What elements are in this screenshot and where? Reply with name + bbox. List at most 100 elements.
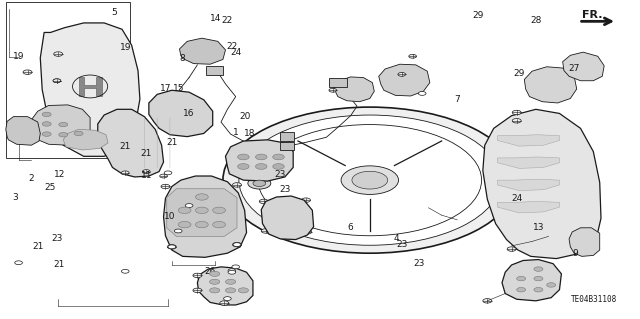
- Circle shape: [273, 164, 284, 169]
- Text: 17: 17: [160, 85, 172, 93]
- Text: FR.: FR.: [582, 10, 602, 20]
- Polygon shape: [502, 260, 561, 301]
- Circle shape: [228, 269, 236, 272]
- Circle shape: [223, 297, 231, 300]
- Circle shape: [193, 273, 202, 278]
- Text: 19: 19: [13, 52, 24, 61]
- Circle shape: [255, 154, 267, 160]
- Text: 7: 7: [454, 95, 460, 104]
- Polygon shape: [261, 196, 314, 240]
- Circle shape: [534, 276, 543, 281]
- Polygon shape: [334, 77, 374, 102]
- Text: 24: 24: [511, 194, 522, 203]
- Text: 24: 24: [230, 48, 241, 57]
- Text: 16: 16: [183, 109, 195, 118]
- Circle shape: [122, 171, 129, 175]
- Circle shape: [59, 132, 68, 137]
- Text: 22: 22: [227, 42, 237, 51]
- Text: 19: 19: [120, 43, 131, 52]
- Circle shape: [232, 242, 241, 247]
- Circle shape: [59, 122, 68, 127]
- Polygon shape: [569, 228, 600, 256]
- Circle shape: [161, 184, 170, 189]
- Circle shape: [209, 271, 220, 276]
- Polygon shape: [31, 105, 90, 145]
- Text: 27: 27: [568, 64, 580, 73]
- Circle shape: [419, 92, 426, 95]
- Circle shape: [212, 207, 225, 213]
- Circle shape: [228, 270, 236, 274]
- Text: 21: 21: [141, 149, 152, 158]
- Circle shape: [507, 247, 516, 251]
- Circle shape: [352, 171, 388, 189]
- Circle shape: [178, 221, 191, 228]
- Circle shape: [409, 54, 417, 58]
- Circle shape: [512, 110, 521, 115]
- Circle shape: [232, 265, 239, 269]
- Polygon shape: [497, 135, 559, 146]
- Circle shape: [53, 79, 61, 83]
- Circle shape: [122, 269, 129, 273]
- Circle shape: [168, 245, 176, 249]
- Polygon shape: [497, 201, 559, 213]
- Text: 4: 4: [394, 234, 399, 243]
- Polygon shape: [6, 117, 40, 145]
- FancyBboxPatch shape: [329, 78, 346, 87]
- Circle shape: [303, 230, 312, 234]
- Text: 23: 23: [396, 240, 408, 249]
- Circle shape: [512, 119, 521, 123]
- Circle shape: [261, 229, 270, 233]
- Circle shape: [238, 288, 248, 293]
- Polygon shape: [563, 52, 604, 81]
- Circle shape: [185, 204, 193, 207]
- Text: 5: 5: [111, 8, 117, 17]
- Polygon shape: [197, 267, 253, 305]
- Circle shape: [329, 88, 337, 92]
- Text: 8: 8: [180, 54, 186, 63]
- Polygon shape: [524, 67, 577, 103]
- Circle shape: [23, 70, 32, 74]
- Circle shape: [209, 279, 220, 284]
- Circle shape: [516, 287, 525, 292]
- Text: 29: 29: [473, 11, 484, 20]
- Polygon shape: [98, 109, 164, 177]
- FancyBboxPatch shape: [206, 66, 223, 75]
- Text: 18: 18: [244, 129, 255, 138]
- Polygon shape: [497, 179, 559, 191]
- Text: 23: 23: [279, 185, 291, 194]
- Text: 3: 3: [12, 193, 18, 202]
- Circle shape: [398, 72, 406, 76]
- Text: 6: 6: [348, 223, 353, 232]
- Text: 21: 21: [54, 260, 65, 270]
- Text: 11: 11: [141, 171, 152, 180]
- Circle shape: [54, 52, 63, 56]
- Circle shape: [53, 79, 61, 83]
- Text: 23: 23: [413, 259, 425, 268]
- Circle shape: [193, 288, 202, 293]
- Polygon shape: [79, 77, 102, 96]
- Circle shape: [42, 132, 51, 136]
- Polygon shape: [497, 157, 559, 168]
- Text: 21: 21: [120, 142, 131, 151]
- Circle shape: [130, 135, 138, 138]
- Polygon shape: [63, 129, 108, 150]
- FancyBboxPatch shape: [280, 142, 294, 150]
- Text: 13: 13: [533, 223, 545, 232]
- Circle shape: [237, 164, 249, 169]
- Circle shape: [341, 166, 399, 195]
- Circle shape: [168, 245, 175, 249]
- Circle shape: [220, 301, 228, 305]
- Circle shape: [547, 283, 556, 287]
- Circle shape: [130, 143, 138, 147]
- Circle shape: [225, 279, 236, 284]
- Polygon shape: [379, 64, 430, 96]
- Circle shape: [42, 112, 51, 117]
- Circle shape: [15, 261, 22, 265]
- Circle shape: [120, 127, 127, 131]
- FancyBboxPatch shape: [280, 132, 294, 141]
- Circle shape: [237, 154, 249, 160]
- Text: 22: 22: [222, 16, 233, 25]
- Text: 21: 21: [166, 138, 177, 147]
- Circle shape: [195, 194, 208, 200]
- Circle shape: [209, 288, 220, 293]
